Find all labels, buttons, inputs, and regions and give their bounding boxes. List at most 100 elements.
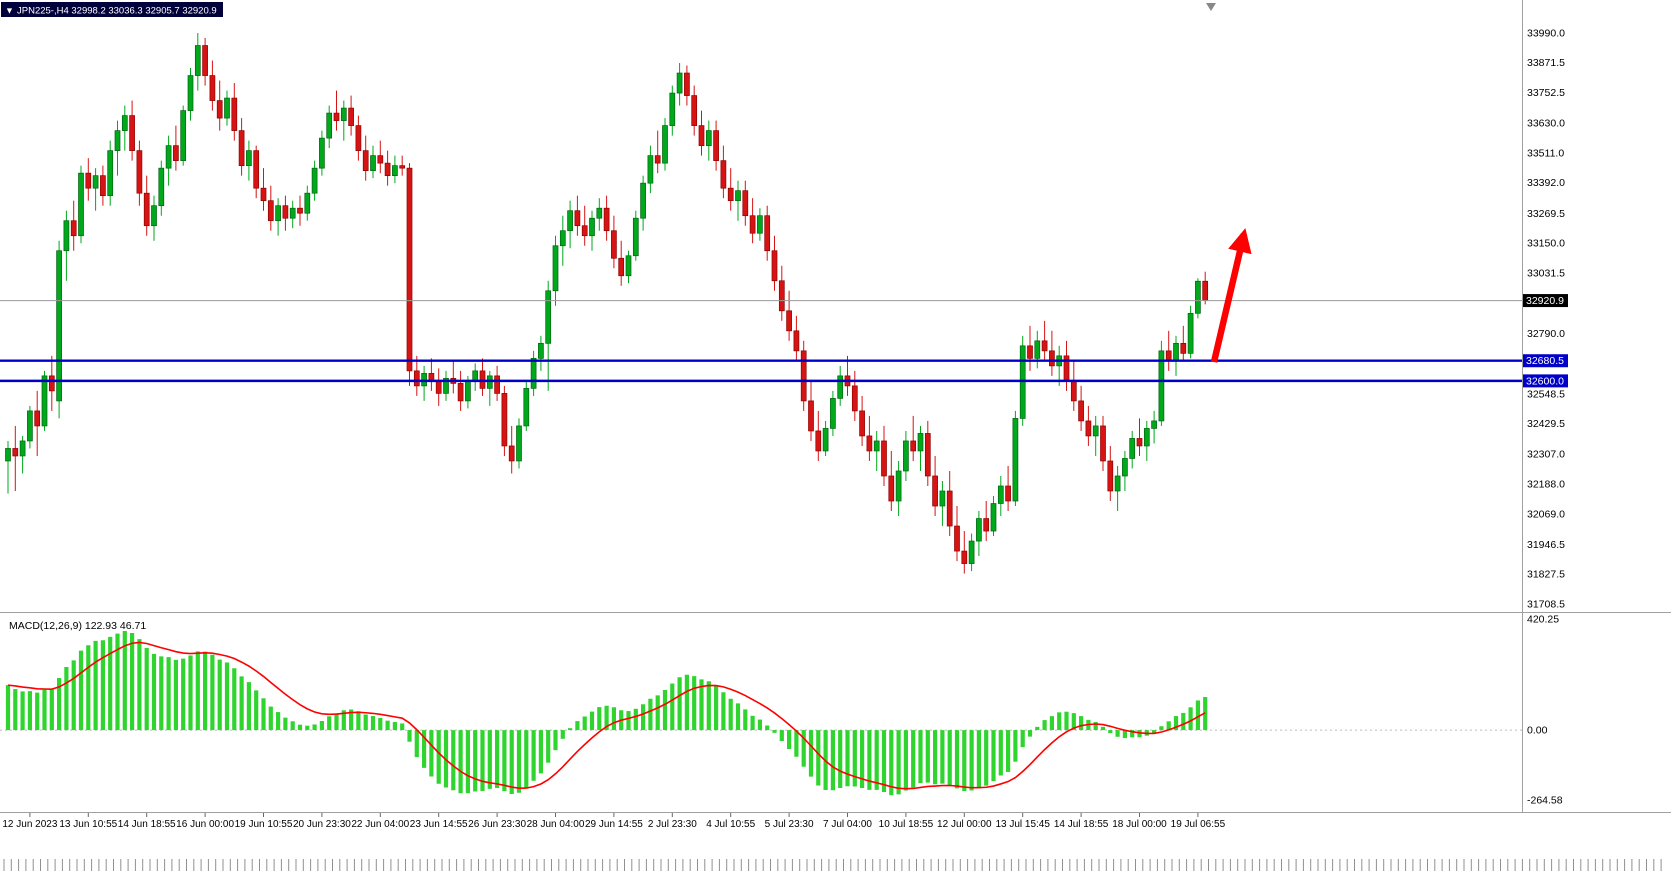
candle-body xyxy=(757,215,763,234)
candle-body xyxy=(808,400,814,432)
price-axis-label: 33511.0 xyxy=(1527,147,1564,159)
candle-body xyxy=(129,115,135,151)
candle-body xyxy=(735,190,741,202)
candle-body xyxy=(78,172,84,237)
candle-body xyxy=(1187,312,1194,354)
candle-body xyxy=(392,165,398,177)
candle-body xyxy=(41,375,48,427)
candle-body xyxy=(508,445,515,462)
candle-body xyxy=(421,373,427,387)
price-axis-label: 32307.0 xyxy=(1527,449,1565,461)
candle-body xyxy=(465,380,471,402)
hline-price-tag-value: 32600.0 xyxy=(1526,375,1564,387)
candle-body xyxy=(501,393,508,447)
macd-axis-label: 0.00 xyxy=(1527,725,1548,737)
candle-body xyxy=(486,375,493,389)
candle-body xyxy=(793,330,800,352)
candle-body xyxy=(822,428,829,452)
candle-body xyxy=(647,155,654,184)
candle-body xyxy=(976,518,982,542)
candle-body xyxy=(187,75,194,111)
candle-body xyxy=(946,490,953,527)
time-axis-label: 12 Jun 2023 xyxy=(2,819,57,830)
candle-body xyxy=(932,475,938,507)
candle-body xyxy=(202,45,208,76)
annotation-layer[interactable] xyxy=(1210,228,1252,363)
candle-body xyxy=(384,162,391,177)
price-axis-label: 32429.5 xyxy=(1527,418,1565,430)
candle-body xyxy=(1100,425,1106,462)
time-axis-label: 13 Jun 10:55 xyxy=(59,819,117,830)
candle-body xyxy=(1034,340,1041,359)
price-axis-label: 31946.5 xyxy=(1527,539,1565,551)
symbol-marker-icon: ▼ xyxy=(5,6,14,16)
candle-body xyxy=(472,370,479,382)
candle-body xyxy=(5,448,11,462)
candle-body xyxy=(924,433,931,477)
candle-body xyxy=(107,150,114,197)
candle-body xyxy=(1122,458,1128,477)
candle-body xyxy=(516,425,522,462)
candle-body xyxy=(538,342,544,359)
buy-signal-arrow[interactable] xyxy=(1210,228,1252,363)
hline-price-tag-value: 32680.5 xyxy=(1526,355,1564,367)
candle-body xyxy=(143,192,150,227)
candle-body xyxy=(1195,280,1201,314)
candle-body xyxy=(559,230,566,247)
candle-body xyxy=(888,475,895,502)
candle-body xyxy=(121,115,128,131)
candle-body xyxy=(632,217,639,257)
candle-body xyxy=(267,200,274,222)
hline-price-tag xyxy=(1523,354,1568,368)
candle-body xyxy=(231,97,238,131)
candle-body xyxy=(319,137,325,169)
overlay-lines[interactable] xyxy=(0,300,1522,383)
candle-body xyxy=(85,172,92,189)
candle-body xyxy=(698,125,705,146)
candle-body xyxy=(399,165,406,169)
candle-body xyxy=(523,388,530,427)
candle-body xyxy=(574,210,581,227)
candle-body xyxy=(158,167,165,207)
candle-body xyxy=(19,440,26,457)
time-axis-label: 20 Jun 23:30 xyxy=(293,819,351,830)
candle-body xyxy=(48,375,55,392)
candle-body xyxy=(1041,340,1048,352)
candle-body xyxy=(435,380,442,394)
candle-body xyxy=(552,245,559,292)
candle-body xyxy=(917,433,924,452)
candle-body xyxy=(910,440,917,452)
candle-body xyxy=(56,250,62,402)
time-axis-label: 10 Jul 18:55 xyxy=(879,819,934,830)
price-axis: 32680.5 32600.0 32920.9 33990.0 33871.5 33752… xyxy=(1523,28,1568,807)
candle-body xyxy=(676,72,683,94)
time-axis-label: 23 Jun 14:55 xyxy=(410,819,468,830)
candlestick-series[interactable] xyxy=(5,33,1209,574)
candle-body xyxy=(311,167,318,194)
current-price-tag-value: 32920.9 xyxy=(1526,295,1564,307)
candle-body xyxy=(1092,425,1099,437)
candle-body xyxy=(603,207,610,232)
candle-body xyxy=(1027,345,1033,359)
candle-body xyxy=(1143,428,1150,447)
candle-body xyxy=(136,150,143,194)
quote-bar: ▼ JPN225-,H4 32998.2 33036.3 32905.7 329… xyxy=(1,2,223,17)
candle-body xyxy=(494,375,500,394)
macd-panel xyxy=(5,630,1208,796)
candle-body xyxy=(1173,342,1179,362)
time-axis-label: 14 Jun 18:55 xyxy=(118,819,176,830)
chart-shift-marker-icon xyxy=(1206,3,1216,11)
candle-body xyxy=(742,190,749,217)
candle-body xyxy=(27,410,33,442)
candle-body xyxy=(1158,350,1165,422)
macd-axis-label: 420.25 xyxy=(1527,614,1559,626)
candle-body xyxy=(246,150,252,166)
candle-body xyxy=(1151,420,1157,429)
candle-body xyxy=(873,440,880,452)
candle-body xyxy=(370,155,376,172)
time-axis-label: 18 Jul 00:00 xyxy=(1112,819,1167,830)
candle-body xyxy=(194,45,201,76)
candle-body xyxy=(1114,475,1121,492)
time-axis-label: 4 Jul 10:55 xyxy=(706,819,755,830)
